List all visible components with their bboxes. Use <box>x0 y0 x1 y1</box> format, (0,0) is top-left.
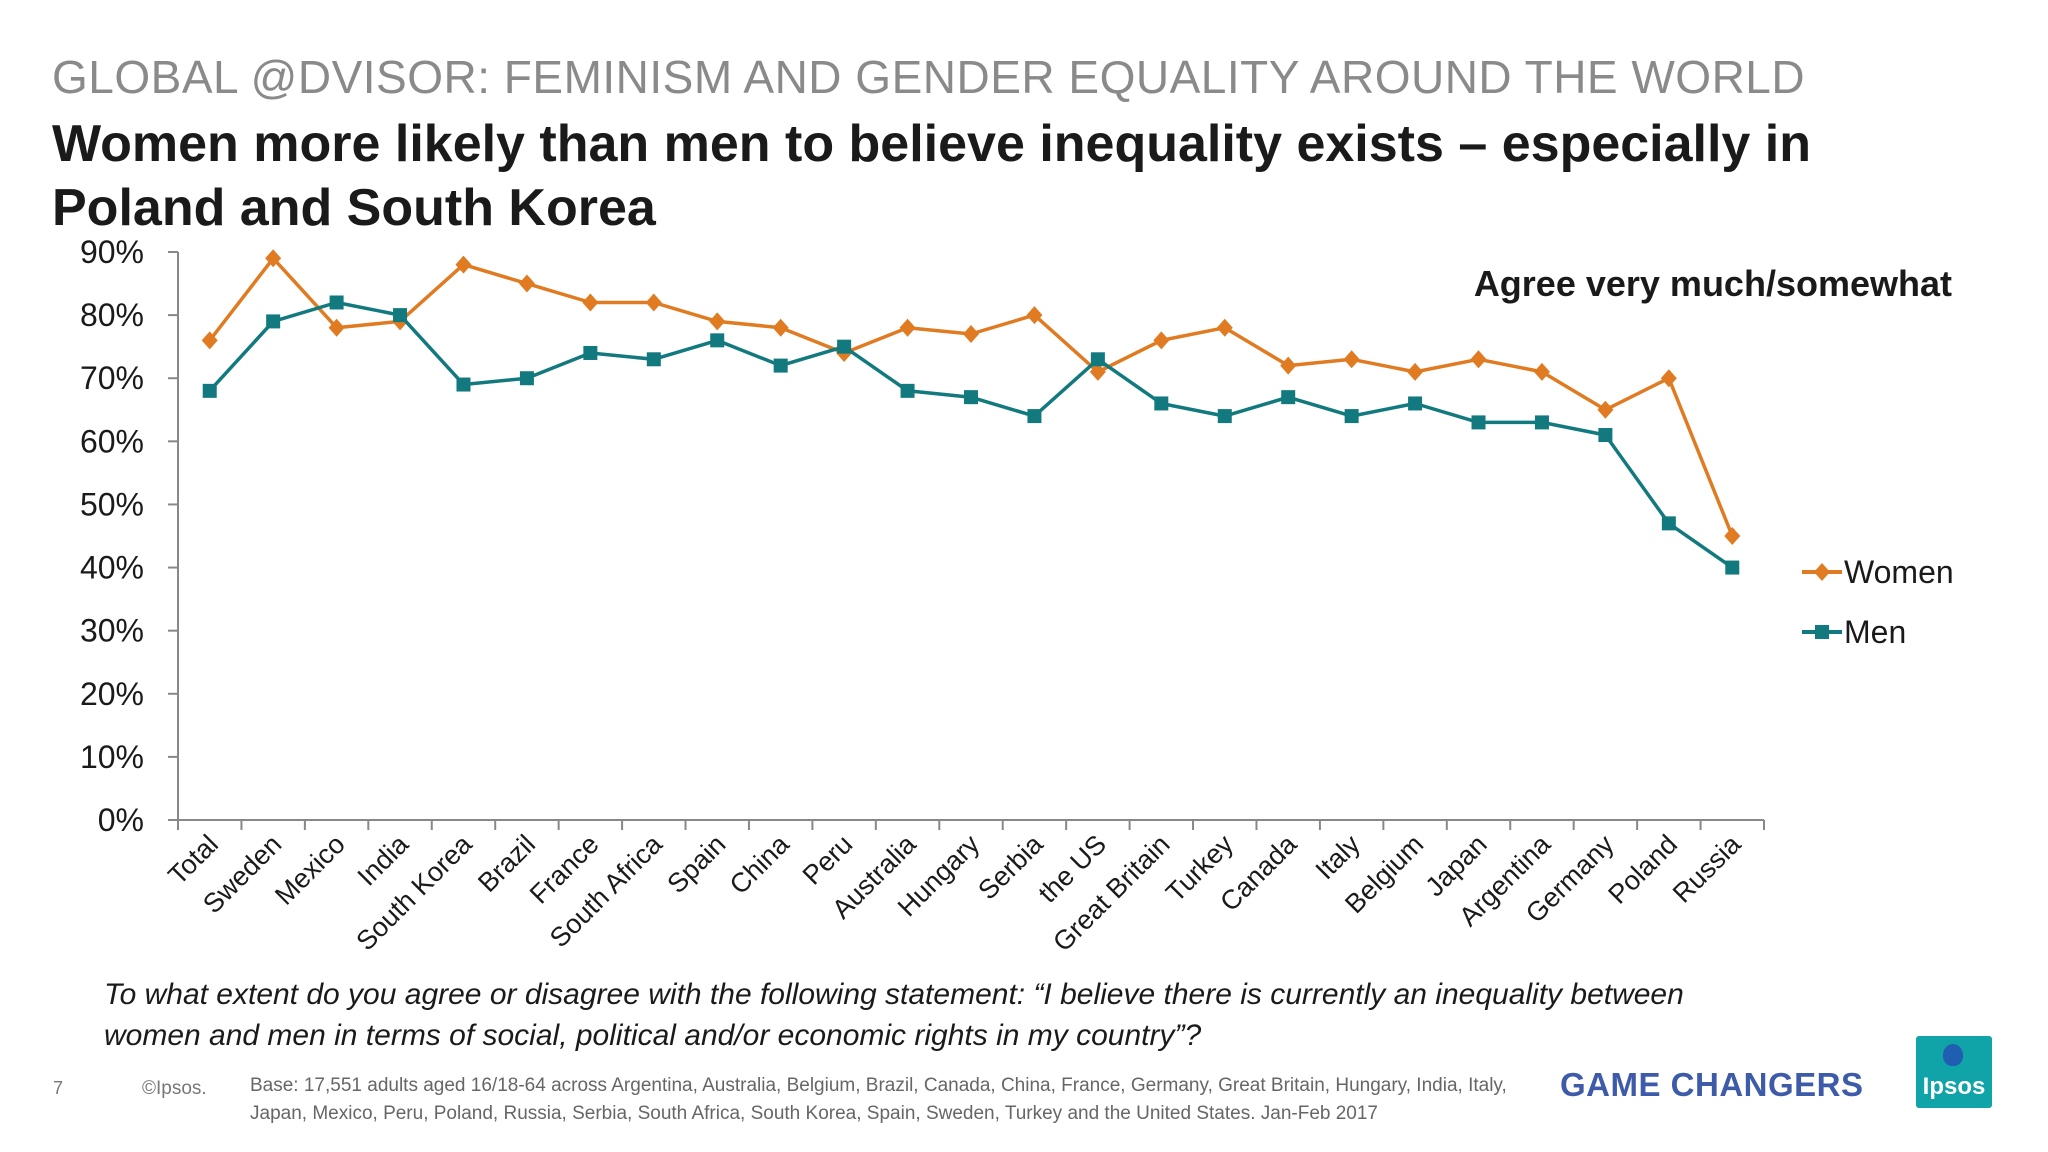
y-tick-label: 60% <box>80 423 144 459</box>
men-point <box>1598 428 1613 443</box>
y-tick-label: 70% <box>80 360 144 396</box>
x-tick-label: Spain <box>661 829 731 899</box>
men-point <box>202 383 217 398</box>
women-point <box>963 325 979 344</box>
men-point <box>837 339 852 354</box>
women-point <box>1724 527 1741 545</box>
copyright-notice: ©Ipsos. <box>142 1078 207 1099</box>
women-point <box>1216 318 1233 337</box>
women-point <box>1153 331 1170 350</box>
men-point <box>1725 560 1740 575</box>
men-point <box>1154 396 1169 411</box>
men-point <box>1344 409 1359 424</box>
women-point <box>1533 362 1550 381</box>
legend-men-marker <box>1815 625 1829 639</box>
men-point <box>1661 516 1676 531</box>
men-point <box>583 345 598 360</box>
women-point <box>1407 362 1424 381</box>
women-point <box>1470 350 1487 369</box>
y-tick-label: 40% <box>80 550 144 586</box>
x-tick-label: South Korea <box>350 828 478 956</box>
men-point <box>393 308 408 323</box>
logo-head-icon <box>1943 1044 1963 1066</box>
women-point <box>455 255 472 274</box>
slide-overtitle: GLOBAL @DVISOR: FEMINISM AND GENDER EQUA… <box>52 51 1806 103</box>
men-point <box>964 390 978 405</box>
slide-headline: Women more likely than men to believe in… <box>52 115 1812 237</box>
y-tick-label: 90% <box>80 234 144 270</box>
men-point <box>1408 396 1423 411</box>
line-chart: 0%10%20%30%40%50%60%70%80%90%TotalSweden… <box>80 234 1954 957</box>
y-tick-label: 0% <box>98 802 144 838</box>
game-changers-tagline: GAME CHANGERS <box>1560 1066 1864 1103</box>
men-point <box>456 377 471 392</box>
men-point <box>1217 409 1232 424</box>
page-number: 7 <box>53 1078 64 1098</box>
x-tick-label: Italy <box>1310 829 1367 886</box>
ipsos-logo: Ipsos <box>1916 1036 1992 1108</box>
men-point <box>646 352 661 367</box>
women-point <box>582 293 599 312</box>
men-point <box>1534 415 1549 430</box>
men-point <box>900 383 915 398</box>
y-tick-label: 80% <box>80 297 144 333</box>
y-tick-label: 20% <box>80 676 144 712</box>
women-point <box>265 249 282 268</box>
chart-annotation: Agree very much/somewhat <box>1474 263 1952 304</box>
base-note: Base: 17,551 adults aged 16/18-64 across… <box>250 1075 1507 1124</box>
men-point <box>329 295 344 310</box>
logo-text: Ipsos <box>1922 1073 1986 1100</box>
women-point <box>1343 350 1360 369</box>
men-point <box>1281 390 1296 405</box>
y-tick-label: 50% <box>80 486 144 522</box>
women-point <box>772 318 789 337</box>
women-point <box>201 331 218 350</box>
y-tick-label: 10% <box>80 739 144 775</box>
legend-men-label: Men <box>1844 614 1906 650</box>
women-point <box>328 318 345 337</box>
men-point <box>1027 409 1042 424</box>
legend-women-label: Women <box>1844 554 1954 590</box>
women-point <box>518 274 535 293</box>
x-tick-label: China <box>724 828 796 900</box>
men-point <box>773 358 788 373</box>
women-point <box>1597 400 1614 419</box>
women-point <box>1660 369 1677 388</box>
survey-question: To what extent do you agree or disagree … <box>104 978 1684 1052</box>
women-point <box>899 318 916 337</box>
men-point <box>1090 352 1105 367</box>
x-tick-label: Mexico <box>269 829 351 911</box>
women-point <box>1089 362 1106 381</box>
men-point <box>519 371 534 386</box>
women-point <box>1026 306 1043 325</box>
men-point <box>266 314 281 329</box>
legend-women-marker <box>1814 563 1830 581</box>
x-tick-label: Poland <box>1602 829 1683 910</box>
men-point <box>1471 415 1486 430</box>
men-point <box>710 333 725 348</box>
y-tick-label: 30% <box>80 613 144 649</box>
x-tick-label: Russia <box>1667 828 1747 908</box>
women-point <box>709 312 726 331</box>
women-point <box>645 293 662 312</box>
women-point <box>1280 356 1297 375</box>
